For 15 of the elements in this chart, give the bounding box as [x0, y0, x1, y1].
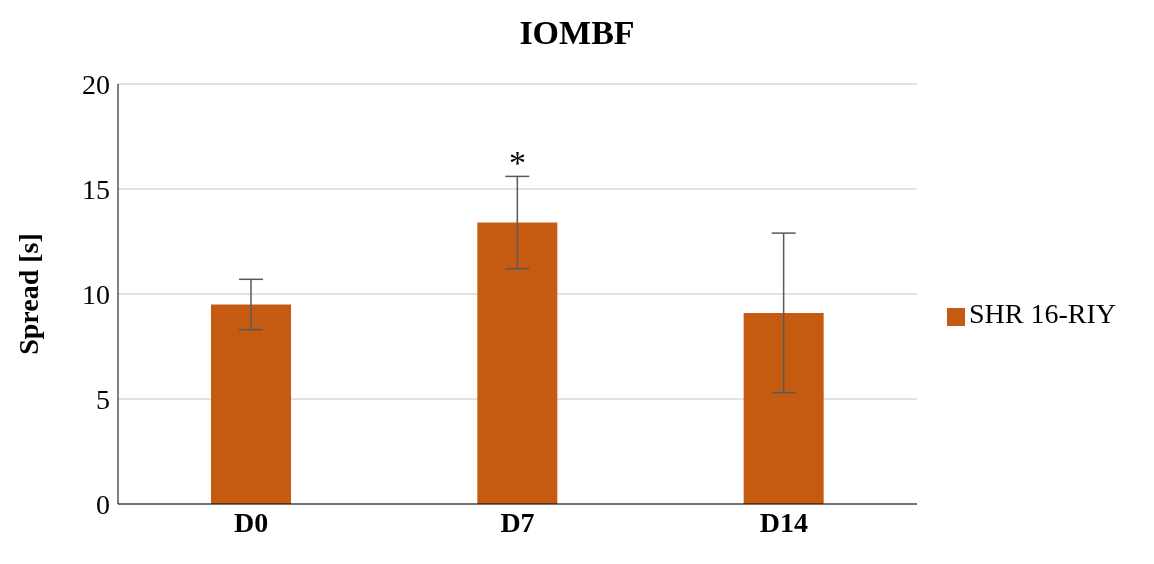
- legend-label: SHR 16-RIY: [968, 298, 1116, 329]
- y-tick-label: 0: [96, 488, 110, 520]
- y-tick-label: 5: [96, 383, 110, 415]
- x-tick-label: D7: [500, 506, 535, 538]
- y-tick-label: 10: [82, 278, 110, 310]
- y-tick-label: 20: [82, 68, 110, 100]
- bar: [211, 304, 291, 504]
- y-tick-label: 15: [82, 173, 110, 205]
- x-tick-label: D0: [234, 506, 269, 538]
- bar: [477, 222, 558, 504]
- bar: [743, 312, 824, 504]
- chart-title: IOMBF: [518, 13, 636, 53]
- y-axis-title: Spread [s]: [12, 233, 44, 355]
- annotation: *: [508, 144, 526, 182]
- x-tick-label: D14: [759, 506, 808, 538]
